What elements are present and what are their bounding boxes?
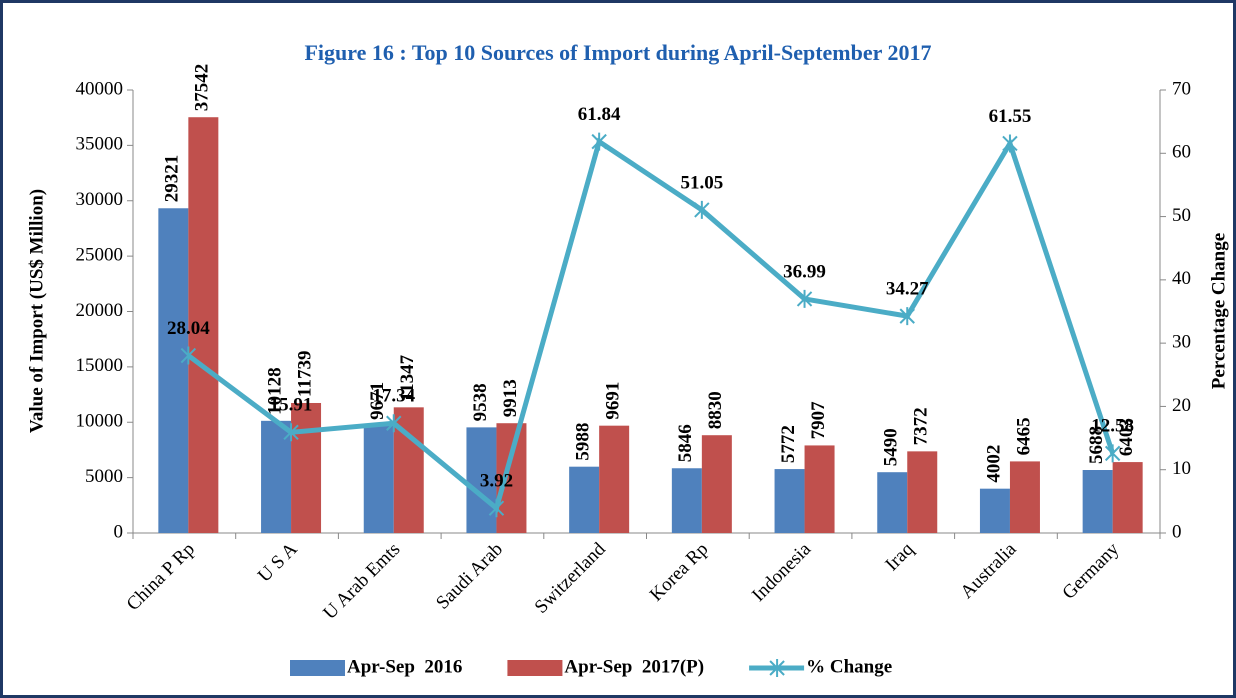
bar [701, 435, 732, 533]
line-marker [1104, 444, 1121, 463]
bar-value-label: 9691 [603, 382, 624, 420]
bar [979, 488, 1010, 533]
bar-value-label: 9538 [470, 383, 491, 421]
y-tick-label: 15000 [76, 355, 124, 376]
y-tick-label: 35000 [76, 134, 124, 155]
y-tick-label: 25000 [76, 244, 124, 265]
bar [804, 445, 835, 533]
legend-marker [769, 659, 785, 677]
y2-axis-title: Percentage Change [1208, 233, 1229, 389]
line-value-label: 28.04 [167, 318, 210, 339]
line-marker [488, 499, 505, 518]
y2-tick-label: 50 [1172, 205, 1191, 226]
legend-swatch [290, 660, 345, 676]
legend-label: % Change [806, 656, 892, 677]
line-marker [1002, 134, 1018, 153]
bar [188, 117, 219, 533]
line-value-label: 34.27 [886, 278, 929, 299]
bar [1082, 470, 1113, 533]
bar [261, 420, 292, 533]
line-marker [694, 200, 710, 219]
bar-value-label: 8830 [705, 391, 726, 429]
chart-title: Figure 16 : Top 10 Sources of Import dur… [304, 40, 931, 65]
bar-value-label: 5688 [1086, 426, 1107, 464]
y2-tick-label: 70 [1172, 78, 1191, 99]
legend-swatch [507, 660, 563, 676]
y-tick-label: 5000 [85, 466, 123, 487]
line-value-label: 17.34 [372, 386, 415, 407]
line-value-label: 36.99 [783, 261, 826, 282]
bar [466, 427, 497, 533]
bar-value-label: 6465 [1013, 417, 1034, 455]
line-marker [899, 307, 915, 326]
bar-value-label: 11347 [397, 354, 418, 401]
bar [569, 466, 600, 533]
legend-label: Apr-Sep 2016 [347, 656, 462, 677]
bar [671, 468, 702, 533]
y2-tick-label: 30 [1172, 332, 1191, 353]
y-tick-label: 10000 [76, 411, 124, 432]
y2-tick-label: 0 [1172, 521, 1182, 542]
line-marker [591, 132, 607, 151]
bar-value-label: 5490 [881, 428, 902, 466]
line-marker [386, 414, 402, 433]
line-value-label: 61.55 [989, 106, 1032, 127]
bar-value-label: 37542 [192, 64, 213, 112]
bar-value-label: 7372 [911, 407, 932, 445]
line [186, 137, 1116, 513]
line-marker [796, 289, 813, 308]
y-tick-label: 30000 [76, 189, 124, 210]
line-value-label: 12.58 [1091, 416, 1134, 437]
line-marker [283, 423, 299, 442]
y-tick-label: 20000 [76, 300, 124, 321]
y-tick-label: 40000 [76, 78, 124, 99]
bar-value-label: 9913 [500, 379, 521, 417]
bar-value-label: 4002 [983, 445, 1004, 483]
bar-value-label: 5988 [573, 423, 594, 461]
line-value-label: 61.84 [578, 104, 621, 125]
bar [907, 451, 938, 533]
bar [1112, 462, 1143, 533]
bar-value-label: 10128 [264, 367, 285, 415]
line-value-label: 3.92 [480, 471, 513, 492]
bar-value-label: 11739 [294, 351, 315, 397]
y2-tick-label: 60 [1172, 142, 1191, 163]
bar [1009, 461, 1040, 533]
y2-tick-label: 20 [1172, 395, 1191, 416]
bar [363, 425, 394, 533]
bar [877, 472, 908, 533]
bar-value-label: 9671 [367, 382, 388, 420]
bar-value-label: 5846 [675, 424, 696, 462]
bar-value-label: 5772 [778, 425, 799, 463]
y2-tick-label: 40 [1172, 268, 1191, 289]
y-axis-title: Value of Import (US$ Million) [26, 189, 47, 433]
bar [599, 425, 630, 533]
y-tick-label: 0 [114, 521, 124, 542]
bar [774, 469, 805, 533]
bar-value-label: 7907 [808, 401, 829, 440]
bar [291, 402, 322, 533]
legend-label: Apr-Sep 2017(P) [564, 656, 704, 677]
line-value-label: 15.91 [270, 395, 313, 416]
bar [496, 423, 527, 533]
bar-value-label: 6403 [1116, 418, 1137, 456]
y2-tick-label: 10 [1172, 458, 1191, 479]
bar [158, 208, 189, 533]
line-marker [180, 346, 197, 365]
bar-value-label: 29321 [162, 155, 183, 203]
line-value-label: 51.05 [680, 172, 723, 193]
